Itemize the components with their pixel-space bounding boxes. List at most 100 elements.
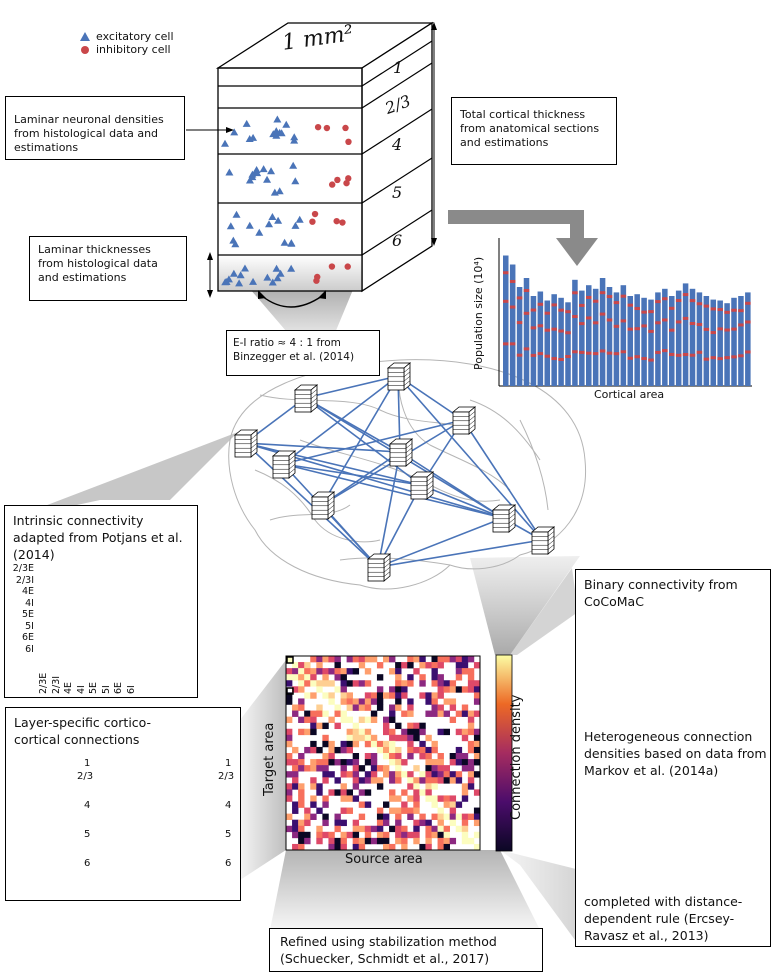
density-cell	[328, 831, 335, 839]
density-cell	[310, 728, 317, 736]
density-cell	[322, 674, 329, 681]
density-cell	[316, 668, 323, 675]
density-cell	[352, 843, 360, 851]
population-bar	[509, 264, 516, 386]
density-cell	[286, 668, 293, 675]
density-cell	[473, 728, 481, 736]
density-cell	[304, 807, 311, 814]
population-bar	[662, 288, 668, 386]
population-bar	[503, 255, 509, 386]
density-cell	[449, 801, 457, 808]
density-pointer-arrow-icon	[186, 127, 234, 133]
excitatory-cell-icon	[267, 167, 276, 175]
density-cell	[322, 771, 329, 778]
density-cell	[467, 765, 475, 772]
density-cell	[383, 837, 390, 845]
density-cell	[316, 837, 323, 845]
density-cell	[395, 698, 402, 705]
density-cell	[346, 704, 353, 711]
density-cell	[370, 692, 378, 699]
density-cell	[352, 698, 360, 705]
density-cell	[376, 686, 384, 693]
connection-line	[462, 419, 543, 541]
population-bar	[572, 279, 578, 386]
density-cell	[346, 728, 353, 736]
density-cell	[346, 698, 353, 705]
intrinsic-row-label: 2/3I	[15, 574, 34, 586]
density-cell	[286, 813, 293, 820]
density-cell	[292, 807, 299, 814]
density-cell	[292, 801, 299, 808]
density-cell	[376, 740, 384, 748]
density-cell	[431, 668, 438, 675]
density-cell	[334, 813, 341, 820]
density-cell	[322, 819, 329, 827]
intrinsic-col-label: 4E	[63, 681, 74, 694]
density-cell	[431, 662, 438, 669]
density-cell	[298, 680, 305, 687]
density-cell	[395, 813, 402, 820]
inhibitory-cell-icon	[309, 218, 316, 225]
density-cell	[298, 819, 305, 827]
population-bar	[669, 296, 675, 386]
excitatory-cell-icon	[270, 188, 279, 196]
density-cell	[364, 801, 372, 808]
density-cell	[364, 771, 372, 778]
inhibitory-cell-icon	[323, 124, 331, 132]
density-cell	[340, 716, 347, 723]
inhibitory-cell-icon	[345, 138, 352, 146]
density-cell	[310, 674, 317, 681]
density-cell	[407, 698, 414, 705]
density-cell	[407, 746, 414, 754]
population-bar	[516, 287, 523, 386]
connection-line	[377, 539, 543, 568]
density-cell	[419, 674, 426, 681]
density-cell	[340, 783, 347, 790]
density-cell	[334, 825, 341, 833]
density-cell	[310, 813, 317, 820]
population-xlabel: Cortical area	[594, 388, 665, 401]
population-bar	[606, 287, 613, 386]
population-bar	[689, 288, 696, 386]
population-bar	[745, 292, 751, 386]
density-cell	[310, 759, 317, 766]
density-cell	[401, 710, 408, 717]
density-cell	[364, 692, 372, 699]
density-cell	[298, 704, 305, 711]
connection-line	[377, 517, 504, 568]
density-cell	[455, 728, 463, 736]
density-cell	[346, 771, 353, 778]
density-cell	[437, 704, 444, 711]
area-cube-icon	[491, 504, 517, 533]
density-cell	[352, 765, 360, 772]
density-cell	[431, 704, 438, 711]
density-cell	[455, 710, 463, 717]
density-cell	[437, 728, 444, 736]
layer-specific-box: Layer-specific cortico-cortical connecti…	[5, 707, 241, 901]
density-cell	[413, 819, 420, 827]
density-cell	[461, 825, 469, 833]
density-cell	[322, 765, 329, 772]
density-cell	[419, 692, 426, 699]
density-cell	[334, 837, 341, 845]
density-cell	[419, 722, 426, 730]
population-bar	[641, 297, 647, 386]
density-cell	[455, 674, 463, 681]
excitatory-cell-icon	[295, 215, 304, 223]
connection-line	[304, 397, 422, 486]
density-cell	[431, 795, 438, 802]
density-cell	[298, 831, 305, 839]
density-cell	[407, 831, 414, 839]
density-cell	[389, 668, 396, 675]
density-cell	[364, 698, 372, 705]
connection-line	[420, 484, 504, 519]
density-cell	[437, 656, 444, 663]
density-cell	[431, 813, 438, 820]
density-cell	[286, 771, 293, 778]
density-cell	[401, 789, 408, 796]
right-layer-23: 2/3	[218, 771, 235, 782]
layer-label-4: 4	[392, 135, 403, 154]
excitatory-cell-icon	[240, 264, 249, 272]
density-cell	[340, 759, 347, 766]
density-cell	[425, 777, 432, 784]
